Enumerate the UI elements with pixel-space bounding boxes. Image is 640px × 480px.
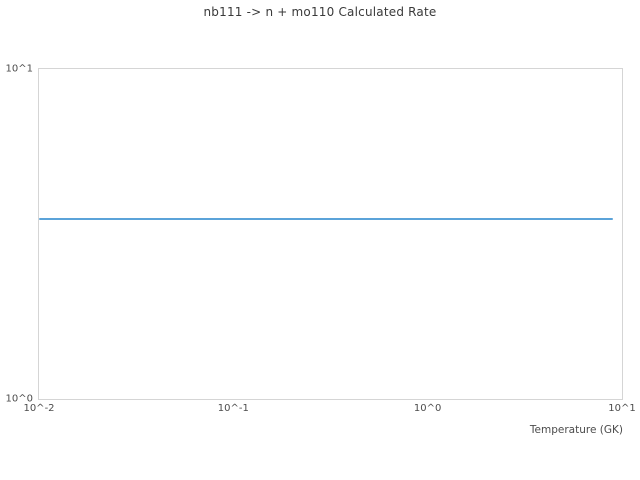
x-tick-label: 10^0	[413, 403, 442, 414]
y-tick-label: 10^0	[5, 393, 33, 405]
y-tick-label: 10^1	[5, 63, 33, 75]
x-tick-label: 10^-2	[23, 403, 55, 414]
x-tick-label: 10^1	[608, 403, 636, 414]
x-axis-label: Temperature (GK)	[529, 424, 623, 436]
plot-area	[38, 68, 623, 400]
calculated-rate-line	[39, 218, 614, 221]
x-tick-label: 10^-1	[217, 403, 249, 414]
chart-title: nb111 -> n + mo110 Calculated Rate	[203, 5, 437, 19]
